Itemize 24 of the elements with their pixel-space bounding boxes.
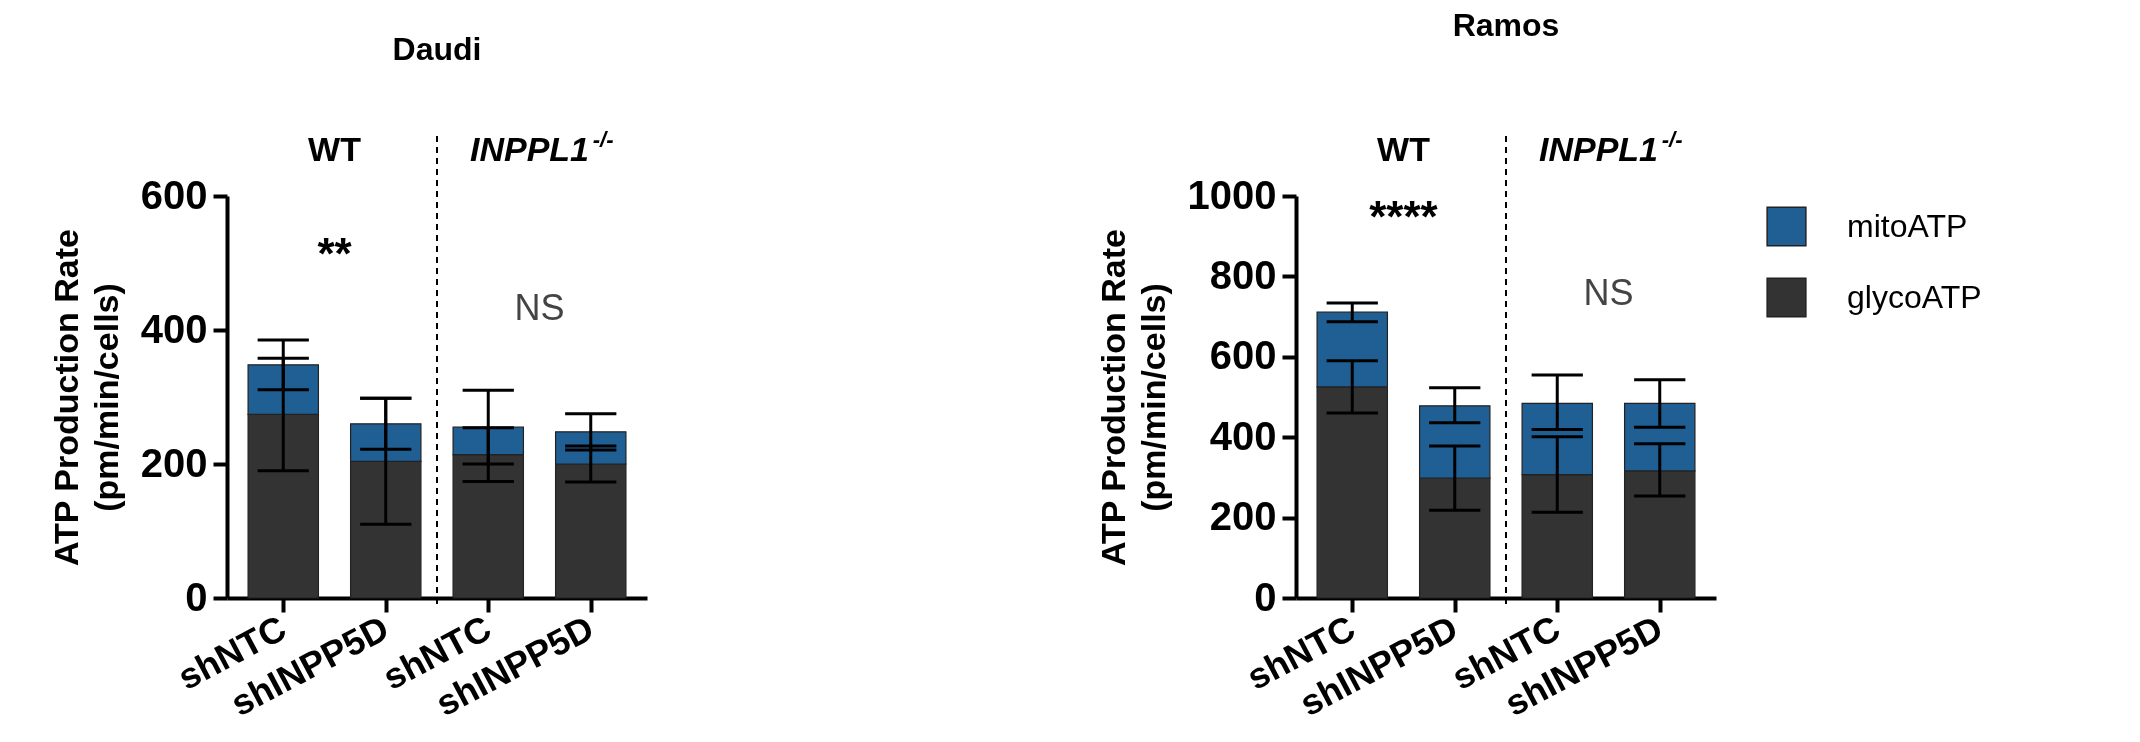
y-tick-label: 800 bbox=[1209, 252, 1277, 297]
annotation: NS bbox=[1583, 271, 1634, 313]
y-tick-label: 200 bbox=[1209, 494, 1277, 539]
y-tick-label: 400 bbox=[1209, 413, 1277, 458]
text: WT bbox=[1377, 130, 1431, 168]
annotation: **** bbox=[1369, 191, 1439, 241]
y-tick-label: 0 bbox=[185, 574, 208, 619]
y-tick-label: 1000 bbox=[1187, 172, 1277, 217]
text: INPPL1-/- bbox=[469, 127, 614, 168]
legend-label: glycoATP bbox=[1847, 278, 1982, 315]
y-tick-label: 200 bbox=[140, 440, 208, 485]
legend-label: mitoATP bbox=[1847, 207, 1968, 244]
y-tick-label: 0 bbox=[1254, 574, 1277, 619]
y-axis-title: ATP Production Rate (pm/min/cells) bbox=[1093, 229, 1172, 566]
annotation: NS bbox=[514, 287, 565, 329]
chart-title: Daudi bbox=[392, 31, 482, 67]
chart-title: Ramos bbox=[1452, 7, 1560, 43]
y-tick-label: 600 bbox=[1209, 333, 1277, 378]
text: WT bbox=[308, 130, 362, 168]
annotation: ** bbox=[317, 229, 353, 279]
y-tick-label: 600 bbox=[140, 172, 208, 217]
y-axis-title: ATP Production Rate (pm/min/cells) bbox=[46, 229, 125, 566]
y-tick-label: 400 bbox=[140, 306, 208, 351]
text: INPPL1-/- bbox=[1538, 127, 1683, 168]
